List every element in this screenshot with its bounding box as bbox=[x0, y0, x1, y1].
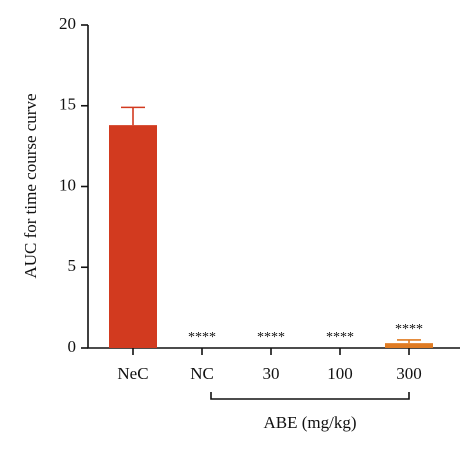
significance-label: **** bbox=[257, 330, 285, 345]
bar bbox=[109, 125, 157, 348]
group-bracket bbox=[210, 392, 410, 400]
bar bbox=[385, 343, 433, 348]
y-axis-label: AUC for time course curve bbox=[21, 93, 40, 278]
x-tick-label: 300 bbox=[396, 364, 422, 383]
x-tick-label: 100 bbox=[327, 364, 353, 383]
y-tick-label: 0 bbox=[68, 337, 77, 356]
significance-label: **** bbox=[326, 330, 354, 345]
y-tick-label: 15 bbox=[59, 95, 76, 114]
x-tick-label: 30 bbox=[263, 364, 280, 383]
x-tick-label: NC bbox=[190, 364, 214, 383]
x-tick-label: NeC bbox=[117, 364, 148, 383]
significance-label: **** bbox=[395, 322, 423, 337]
significance-label: **** bbox=[188, 330, 216, 345]
group-label: ABE (mg/kg) bbox=[263, 413, 356, 432]
y-tick-label: 5 bbox=[68, 256, 77, 275]
y-tick-label: 10 bbox=[59, 175, 76, 194]
y-tick-label: 20 bbox=[59, 14, 76, 33]
